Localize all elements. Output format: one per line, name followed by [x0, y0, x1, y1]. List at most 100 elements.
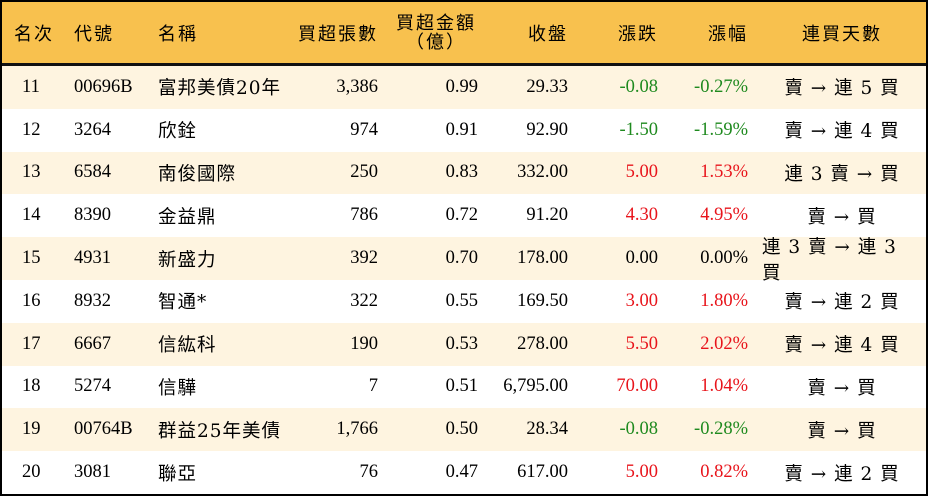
net-buy-lots-cell: 7	[368, 376, 378, 397]
code-cell: 3264	[74, 119, 111, 140]
code-cell: 3081	[74, 462, 111, 483]
net-buy-lots-cell: 974	[350, 119, 378, 140]
change-cell: 0.00	[625, 248, 658, 269]
rank-cell: 11	[22, 76, 40, 97]
net-buy-lots-cell: 250	[350, 162, 378, 183]
rank-cell: 19	[22, 419, 41, 440]
name-cell: 信驊	[158, 377, 198, 399]
table-body: 11 00696B 富邦美債20年 3,386 0.99 29.33 -0.08 -0.27%…	[2, 66, 926, 494]
table-row: 20 3081 聯亞 76 0.47 617.00 5.00 0.82% 賣 → 連 2 買	[2, 451, 926, 494]
change-pct-cell: 0.82%	[700, 462, 748, 483]
change-pct-cell: -0.27%	[694, 76, 748, 97]
change-cell: 5.50	[625, 333, 658, 354]
consecutive-buy-days-cell: 連 3 賣 → 連 3 買	[762, 236, 897, 284]
consecutive-buy-days-cell: 賣 → 買	[807, 420, 877, 442]
name-cell: 聯亞	[158, 463, 198, 485]
net-buy-amount-cell: 0.91	[445, 119, 478, 140]
name-cell: 欣銓	[158, 121, 198, 143]
change-cell: -0.08	[619, 76, 658, 97]
rank-cell: 15	[22, 248, 41, 269]
code-cell: 6667	[74, 333, 111, 354]
code-cell: 00696B	[74, 76, 133, 97]
change-pct-cell: 4.95%	[700, 205, 748, 226]
net-buy-lots-cell: 190	[350, 333, 378, 354]
table-row: 19 00764B 群益25年美債 1,766 0.50 28.34 -0.08 -0.28%…	[2, 408, 926, 452]
name-cell: 富邦美債20年	[158, 78, 282, 100]
consecutive-buy-days-cell: 賣 → 連 4 買	[784, 121, 900, 143]
name-cell: 金益鼎	[158, 206, 217, 228]
rank-cell: 20	[22, 462, 41, 483]
change-cell: 5.00	[625, 462, 658, 483]
rank-cell: 12	[22, 119, 41, 140]
change-pct-cell: -1.59%	[694, 119, 748, 140]
consecutive-buy-days-cell: 賣 → 連 2 買	[784, 292, 900, 314]
change-pct-cell: 0.00%	[700, 248, 748, 269]
name-cell: 新盛力	[158, 249, 217, 271]
table-row: 15 4931 新盛力 392 0.70 178.00 0.00 0.00% 連 3 賣 → 連…	[2, 236, 926, 284]
net-buy-lots-cell: 392	[350, 248, 378, 269]
header-net-buy-lots: 買超張數	[298, 23, 378, 45]
code-cell: 6584	[74, 162, 111, 183]
rank-cell: 16	[22, 290, 41, 311]
close-cell: 92.90	[526, 119, 568, 140]
table-row: 12 3264 欣銓 974 0.91 92.90 -1.50 -1.59% 賣 → 連 4 買	[2, 109, 926, 152]
net-buy-amount-cell: 0.51	[445, 376, 478, 397]
change-cell: 70.00	[616, 376, 658, 397]
net-buy-lots-cell: 322	[350, 290, 378, 311]
close-cell: 169.50	[517, 290, 568, 311]
header-net-buy-amount-line1: 買超金額	[396, 12, 476, 34]
header-change: 漲跌	[618, 23, 658, 45]
close-cell: 28.34	[526, 419, 568, 440]
rank-cell: 18	[22, 376, 41, 397]
rank-cell: 17	[22, 333, 41, 354]
table-row: 13 6584 南俊國際 250 0.83 332.00 5.00 1.53% 連 3 賣 → …	[2, 151, 926, 195]
header-consecutive-buy-days: 連買天數	[802, 23, 882, 45]
close-cell: 29.33	[526, 76, 568, 97]
header-net-buy-amount: 買超金額 （億）	[394, 2, 478, 63]
code-cell: 8390	[74, 205, 111, 226]
header-code: 代號	[74, 23, 114, 45]
net-buy-lots-cell: 76	[359, 462, 379, 483]
net-buy-lots-cell: 3,386	[336, 76, 378, 97]
change-cell: 5.00	[625, 162, 658, 183]
code-cell: 4931	[74, 248, 111, 269]
table-row: 16 8932 智通* 322 0.55 169.50 3.00 1.80% 賣 → 連 2 買	[2, 280, 926, 323]
table-row: 18 5274 信驊 7 0.51 6,795.00 70.00 1.04% 賣 → 買	[2, 366, 926, 409]
table-row: 14 8390 金益鼎 786 0.72 91.20 4.30 4.95% 賣 → 買	[2, 194, 926, 237]
header-name: 名稱	[158, 23, 198, 45]
change-cell: 4.30	[625, 205, 658, 226]
table-row: 11 00696B 富邦美債20年 3,386 0.99 29.33 -0.08 -0.27%…	[2, 66, 926, 109]
change-cell: 3.00	[625, 290, 658, 311]
net-buy-amount-cell: 0.83	[445, 162, 478, 183]
header-rank: 名次	[14, 23, 54, 45]
net-buy-amount-cell: 0.99	[445, 76, 478, 97]
code-cell: 00764B	[74, 419, 133, 440]
name-cell: 智通*	[158, 292, 208, 314]
change-pct-cell: 1.80%	[700, 290, 748, 311]
table-row: 17 6667 信紘科 190 0.53 278.00 5.50 2.02% 賣 → 連 4 買	[2, 322, 926, 366]
consecutive-buy-days-cell: 賣 → 買	[807, 377, 877, 399]
net-buy-amount-cell: 0.55	[445, 290, 478, 311]
consecutive-buy-days-cell: 賣 → 連 4 買	[784, 335, 900, 357]
net-buy-amount-cell: 0.50	[445, 419, 478, 440]
header-net-buy-amount-line2: （億）	[406, 31, 466, 53]
header-change-pct: 漲幅	[708, 23, 748, 45]
close-cell: 178.00	[517, 248, 568, 269]
code-cell: 5274	[74, 376, 111, 397]
consecutive-buy-days-cell: 賣 → 買	[807, 206, 877, 228]
close-cell: 91.20	[526, 205, 568, 226]
name-cell: 群益25年美債	[158, 420, 282, 442]
name-cell: 南俊國際	[158, 163, 237, 185]
close-cell: 617.00	[517, 462, 568, 483]
table-header: 名次 代號 名稱 買超張數 買超金額 （億） 收盤 漲跌 漲幅 連買天數	[2, 2, 926, 66]
net-buy-lots-cell: 1,766	[336, 419, 378, 440]
change-pct-cell: 1.53%	[700, 162, 748, 183]
change-pct-cell: 1.04%	[700, 376, 748, 397]
rank-cell: 14	[22, 205, 41, 226]
change-pct-cell: -0.28%	[694, 419, 748, 440]
header-close: 收盤	[528, 23, 568, 45]
close-cell: 6,795.00	[503, 376, 568, 397]
change-cell: -0.08	[619, 419, 658, 440]
net-buy-amount-cell: 0.70	[445, 248, 478, 269]
